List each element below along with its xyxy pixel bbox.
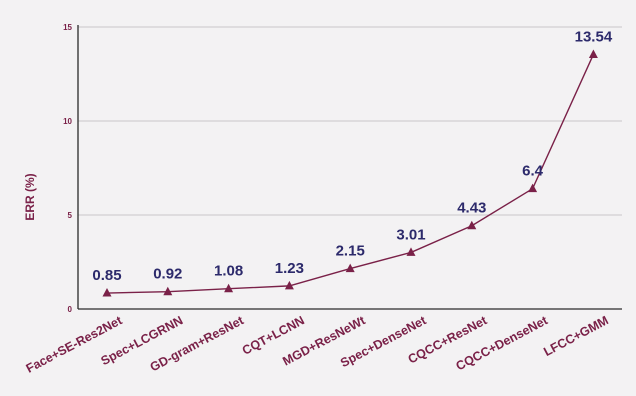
data-point-marker [345,263,355,273]
data-label: 13.54 [575,28,613,45]
y-tick-label: 15 [63,23,72,32]
data-point-marker [163,286,173,296]
data-label: 4.43 [457,200,486,217]
x-tick-label: LFCC+GMM [541,313,610,359]
data-label: 1.08 [214,263,243,280]
data-point-marker [528,183,538,193]
data-label: 3.01 [396,226,425,243]
data-series [102,49,598,297]
x-tick-label: Face+SE-Res2Net [24,313,125,376]
data-point-marker [406,247,416,256]
data-label: 6.4 [522,163,544,180]
data-labels: 0.85 0.92 1.08 1.23 2.15 3.01 4.43 6.4 13.54 [92,28,612,284]
tick-labels: 051015Face+SE-Res2NetSpec+LCGRNNGD-gram+… [24,23,611,376]
y-tick-label: 0 [68,305,73,314]
data-label: 0.92 [153,266,182,283]
axes [77,25,622,310]
data-point-marker [467,220,477,230]
y-tick-label: 5 [68,211,73,220]
gridlines [78,26,622,216]
data-label: 2.15 [336,243,365,260]
data-point-marker [102,288,112,297]
data-point-marker [588,49,598,58]
y-axis-label: ERR (%) [23,173,37,220]
data-point-marker [224,283,234,293]
data-label: 0.85 [92,267,121,284]
y-tick-label: 10 [63,117,72,126]
data-label: 1.23 [275,260,304,277]
data-point-marker [284,280,294,290]
